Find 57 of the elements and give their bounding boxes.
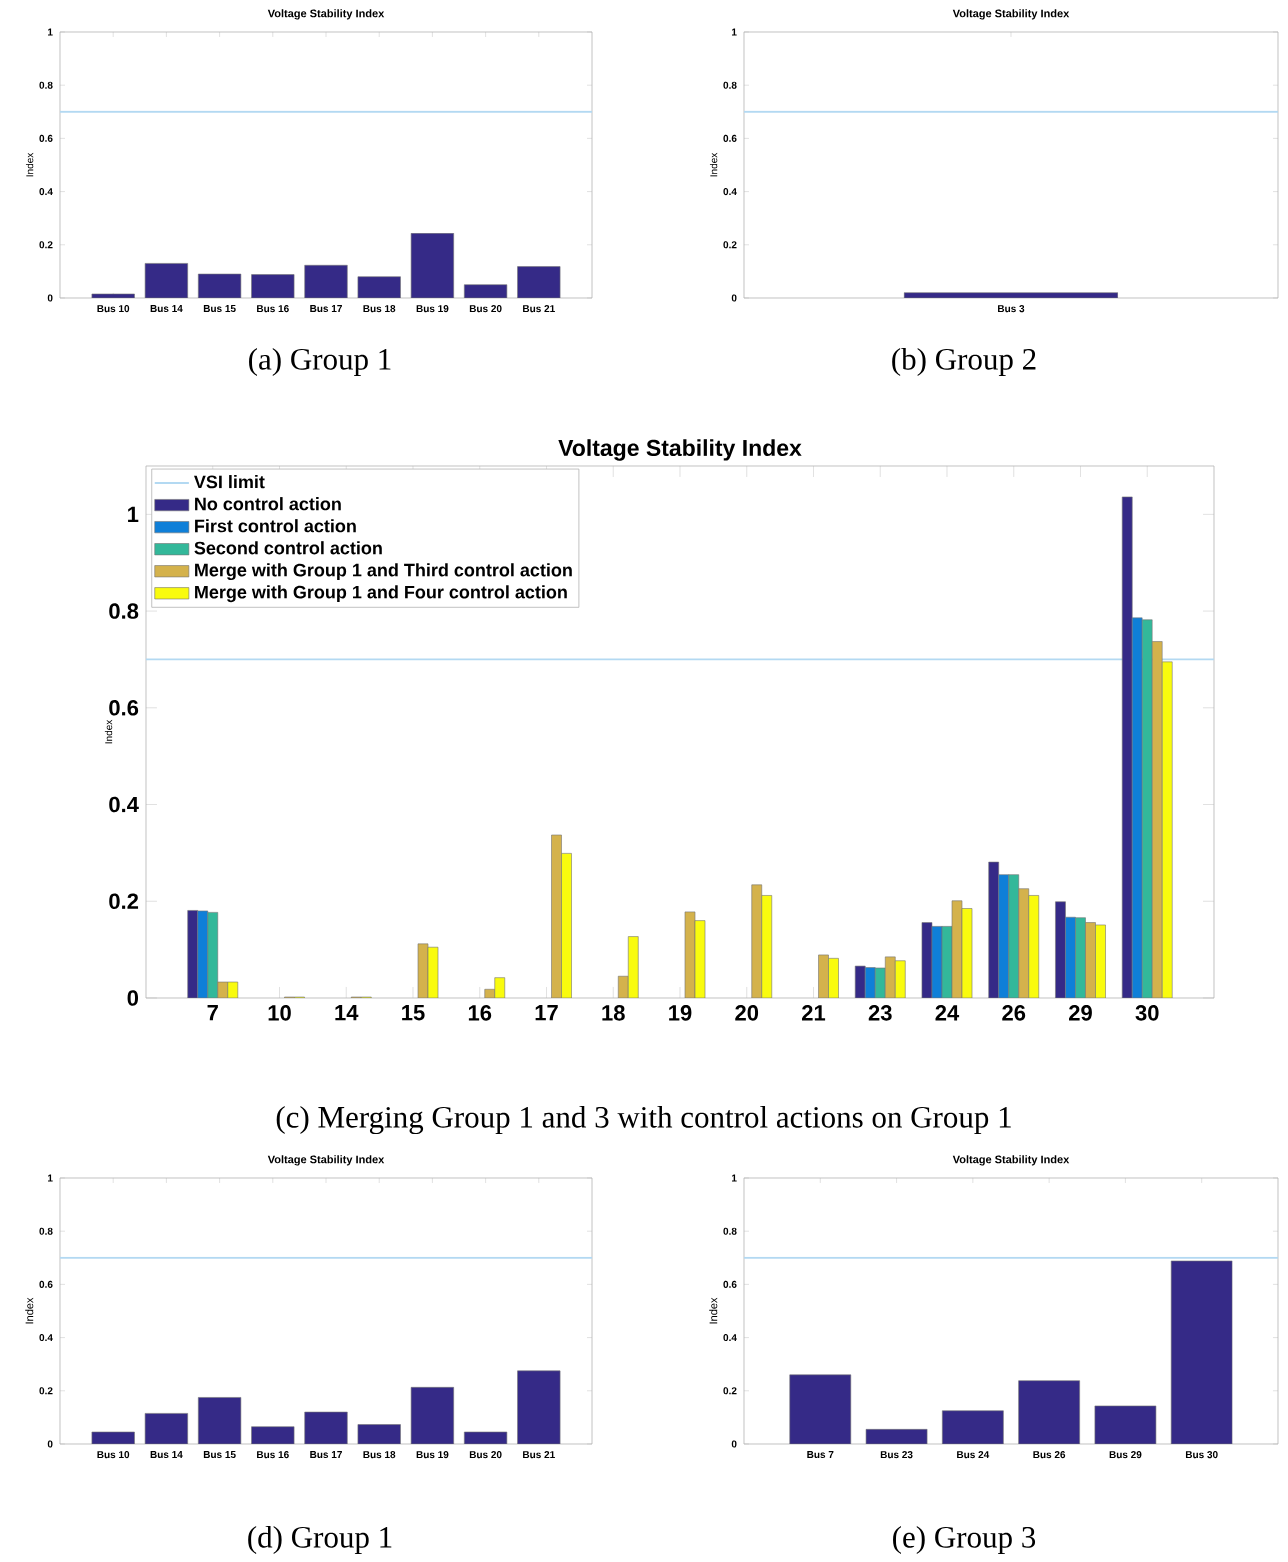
x-tick-label: 14 [335,1005,359,1021]
x-tick-label: 30 [1135,1005,1159,1021]
legend-label: Second control action [194,541,382,555]
y-tick-label: 0.6 [109,700,139,716]
x-tick-label: 21 [802,1005,826,1021]
x-tick-label: 26 [1002,1005,1026,1021]
bar [410,1387,454,1444]
text: (a) Group 1 [249,347,391,377]
bar [144,1413,188,1444]
bar [251,1426,295,1444]
x-tick-label: 24 [935,1005,960,1021]
bar [357,276,401,298]
text: (e) Group 3 [893,1525,1036,1555]
x-tick-label: 15 [402,1005,425,1021]
y-tick-label: 0.2 [109,893,139,910]
legend-label: No control action [195,497,341,511]
text: (c) Merging Group 1 and 3 with control actions on Group 1 [276,1105,1011,1135]
y-tick-label: 1 [128,506,139,522]
bar [1018,1380,1080,1444]
bar [304,264,348,298]
legend-label: Merge with Group 1 and Four control action [195,585,567,603]
bar [464,1431,508,1444]
y-tick-label: 0 [127,990,139,1006]
bar [1151,641,1163,998]
bar [789,1374,851,1444]
chart-title: Voltage Stability Index [558,439,802,461]
text: (b) Group 2 [892,347,1036,377]
bar [410,233,454,298]
x-tick-label: 10 [268,1005,291,1021]
x-tick-label: 7 [207,1005,218,1021]
y-tick-label: 0.8 [109,603,139,619]
bar [144,263,188,298]
x-tick-label: 16 [468,1005,492,1021]
bar [517,266,561,298]
bar [942,1410,1004,1444]
bar [251,274,295,298]
bar [1170,1260,1233,1444]
x-tick-label: 20 [735,1005,759,1021]
text: (d) Group 1 [248,1525,392,1555]
bar [1094,1405,1156,1444]
x-tick-label: 23 [868,1005,892,1021]
x-tick-label: 19 [669,1005,692,1021]
x-tick-label: 17 [535,1005,558,1021]
legend-label: First control action [195,519,356,533]
legend-label: VSI limit [194,475,265,489]
bar [357,1424,401,1444]
bar [198,273,242,298]
bar [91,1431,135,1444]
legend-label: Merge with Group 1 and Third control action [195,563,572,581]
bar [304,1411,348,1444]
x-tick-label: 29 [1069,1005,1092,1021]
bar [517,1370,561,1444]
bar [198,1397,242,1444]
y-tick-label: 0.4 [109,796,139,813]
bar [464,284,508,298]
x-tick-label: 18 [602,1005,625,1021]
bar [1141,619,1153,998]
